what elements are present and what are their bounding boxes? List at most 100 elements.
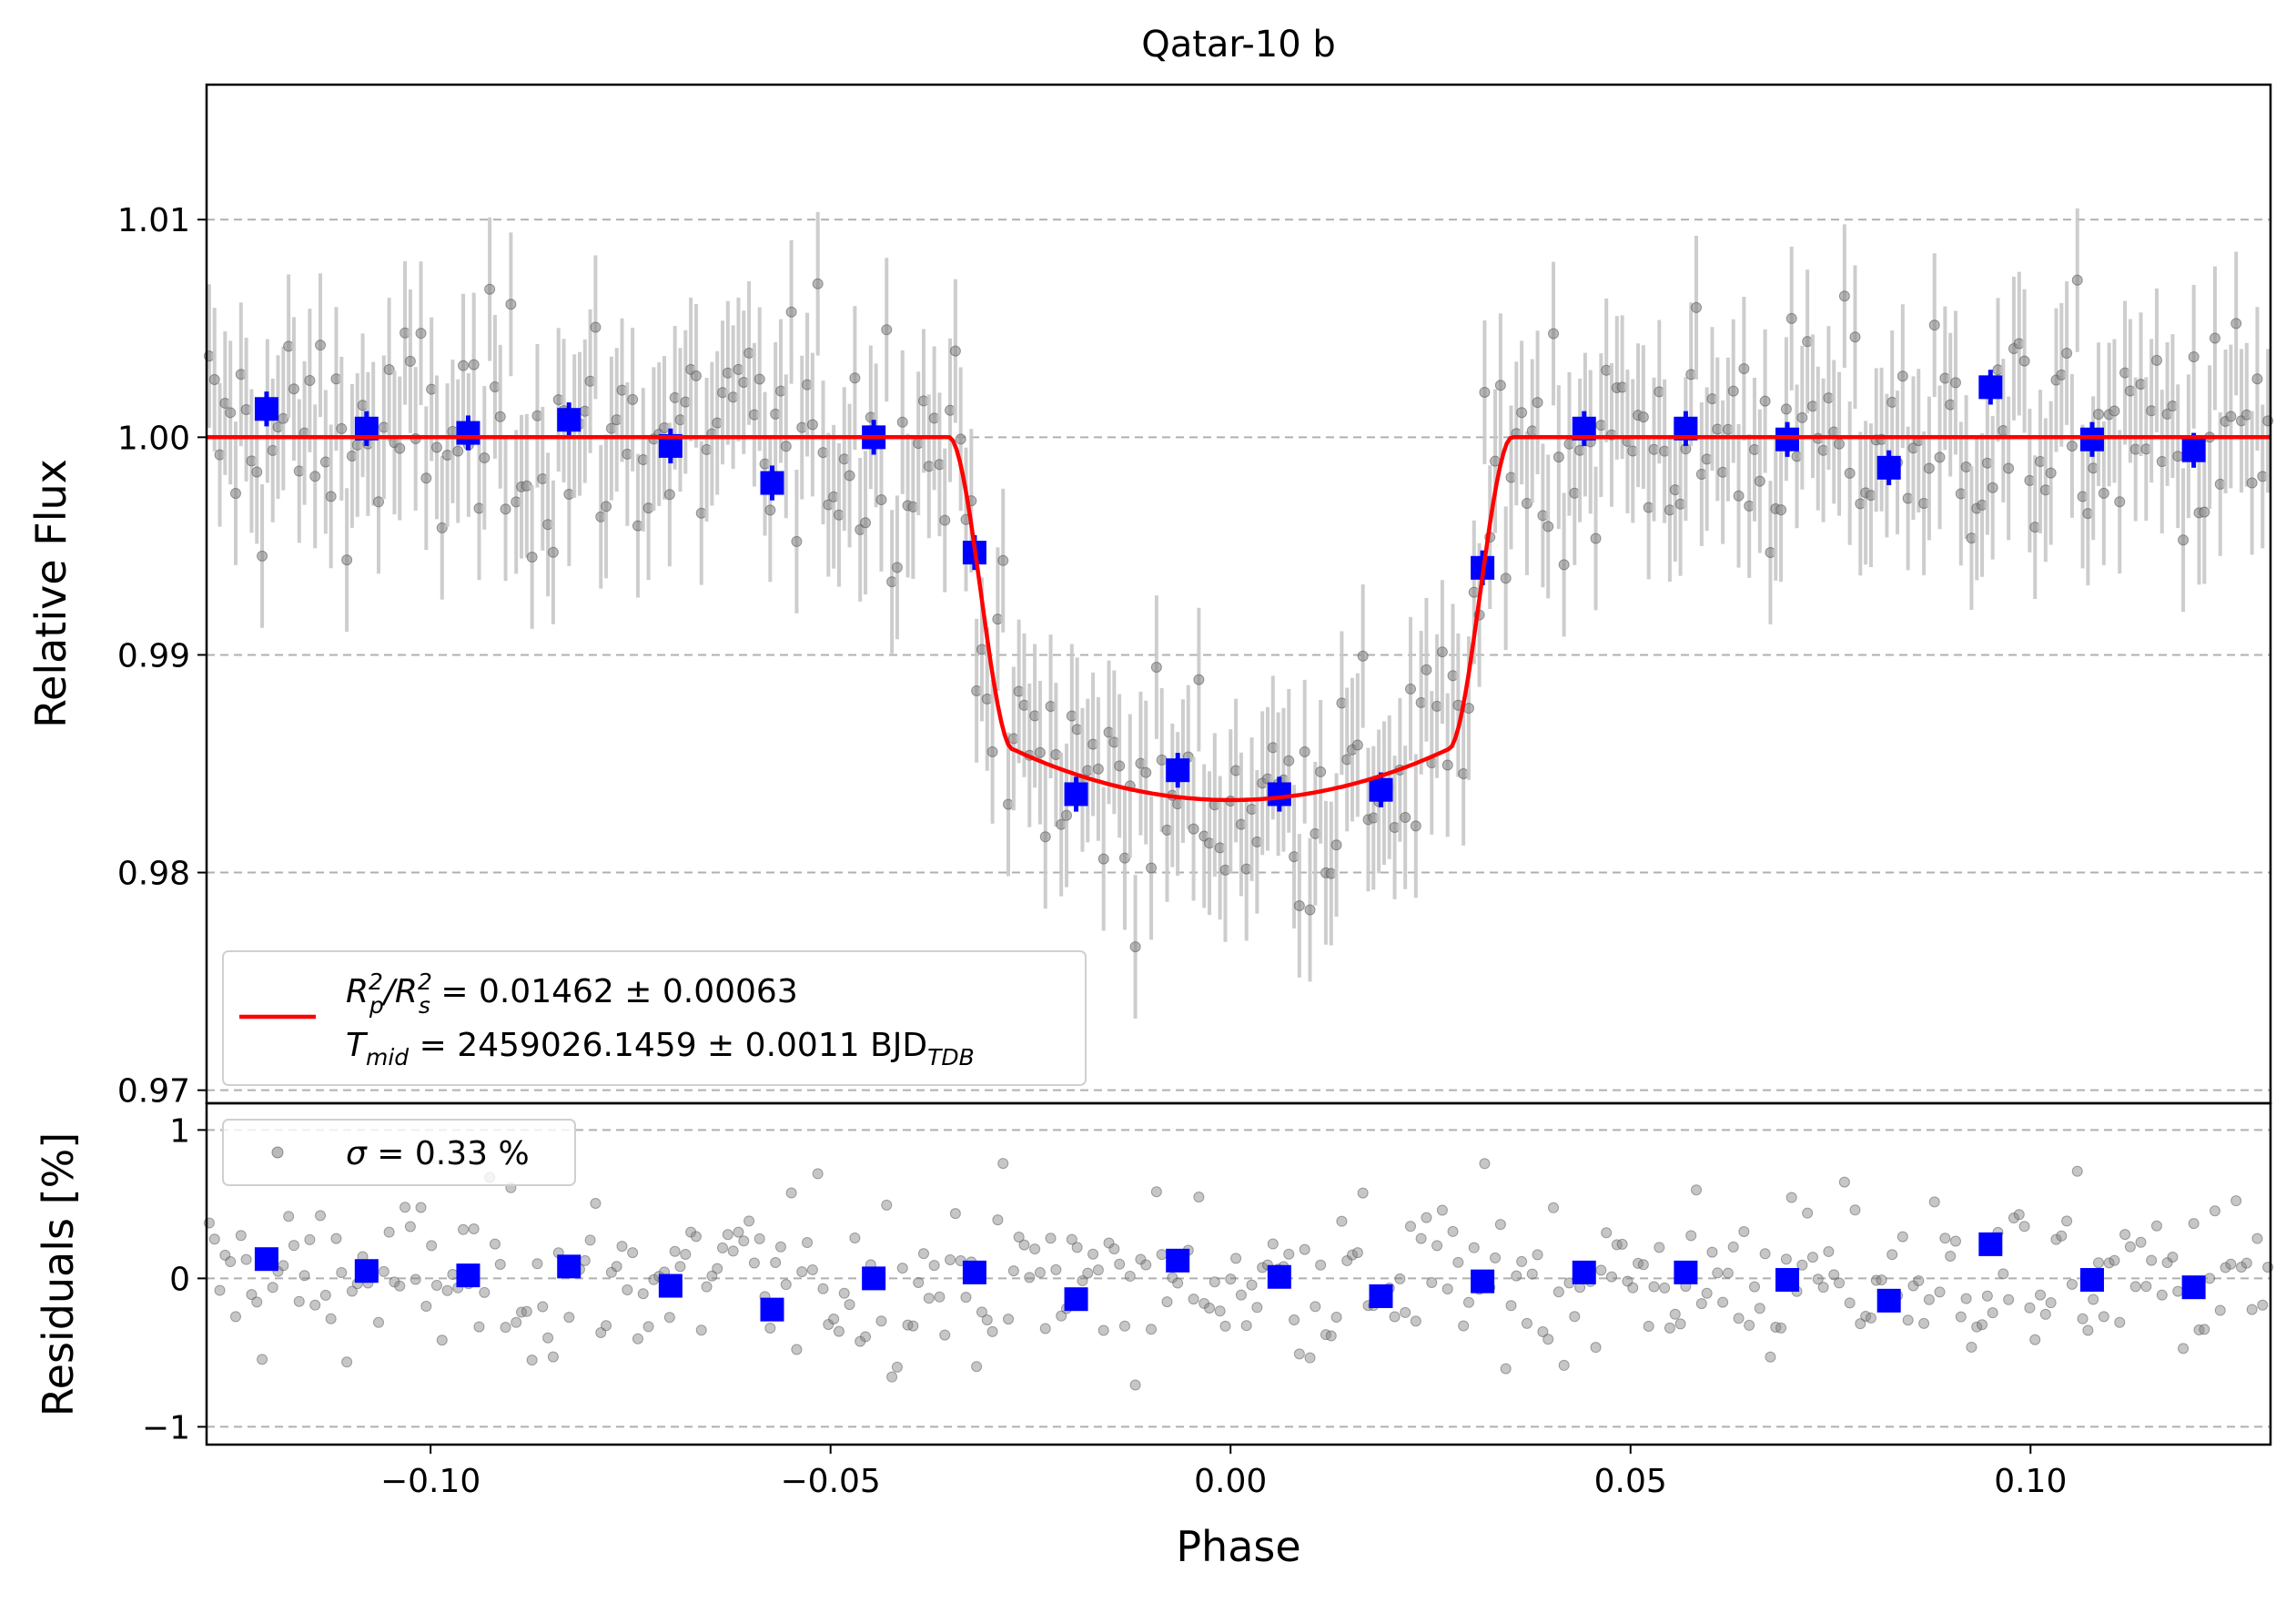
residuals-raw-point	[1330, 1312, 1342, 1324]
residuals-raw-point	[1521, 1317, 1532, 1329]
residuals-raw-point	[1669, 1308, 1681, 1320]
phase-x-ticks: −0.10 −0.05 0.00 0.05 0.10	[380, 1445, 2067, 1500]
residuals-raw-point	[468, 1223, 480, 1235]
flux-raw-point	[1733, 490, 1745, 502]
residuals-raw-point	[992, 1214, 1004, 1226]
residuals-raw-point	[986, 1325, 998, 1337]
residuals-raw-point	[743, 1215, 755, 1227]
residuals-raw-point	[1796, 1259, 1808, 1271]
residuals-raw-point	[1605, 1271, 1617, 1283]
residuals-raw-point	[473, 1321, 485, 1333]
residuals-raw-point	[2199, 1324, 2210, 1335]
flux-raw-point	[1061, 809, 1072, 821]
flux-raw-point	[1092, 763, 1104, 775]
flux-raw-point	[1590, 533, 1602, 544]
residuals-raw-point	[2214, 1304, 2226, 1316]
residuals-raw-point	[642, 1321, 654, 1333]
residuals-raw-point	[1918, 1317, 1930, 1329]
residuals-binned-point	[1471, 1269, 1495, 1294]
flux-raw-point	[785, 306, 797, 318]
residuals-binned-point	[254, 1247, 278, 1272]
flux-raw-point	[1775, 504, 1787, 516]
flux-binned-point	[1064, 782, 1088, 807]
residuals-raw-point	[663, 1312, 675, 1324]
flux-raw-point	[891, 562, 903, 573]
residuals-raw-point	[1855, 1318, 1866, 1330]
residuals-raw-point	[928, 1260, 940, 1272]
residuals-raw-point	[267, 1282, 278, 1294]
residuals-raw-point	[383, 1226, 395, 1238]
residuals-raw-point	[1558, 1359, 1570, 1371]
residuals-raw-point	[584, 1234, 596, 1246]
residuals-raw-point	[1421, 1212, 1432, 1223]
residuals-raw-point	[229, 1311, 241, 1323]
residuals-raw-point	[1738, 1225, 1750, 1237]
residuals-raw-point	[669, 1245, 681, 1257]
flux-raw-point	[1441, 759, 1453, 771]
residuals-raw-point	[1458, 1320, 1470, 1332]
residuals-raw-point	[1045, 1233, 1057, 1244]
residuals-raw-point	[1087, 1248, 1099, 1260]
flux-y-tick-label: 0.99	[117, 637, 190, 675]
residuals-binned-point	[1674, 1260, 1698, 1284]
residuals-raw-point	[1077, 1274, 1088, 1286]
residuals-raw-point	[690, 1231, 702, 1243]
residuals-raw-point	[1505, 1300, 1517, 1312]
residuals-raw-point	[806, 1263, 818, 1275]
residuals-raw-point	[2029, 1334, 2041, 1345]
residuals-raw-point	[1569, 1311, 1581, 1323]
residuals-raw-point	[1896, 1231, 1908, 1243]
residuals-binned-point	[962, 1260, 986, 1284]
residuals-raw-point	[722, 1229, 733, 1241]
flux-raw-point	[500, 503, 511, 515]
flux-raw-point	[394, 442, 406, 454]
flux-raw-point	[860, 517, 872, 529]
residuals-raw-point	[394, 1280, 406, 1292]
residuals-raw-point	[341, 1356, 353, 1368]
flux-raw-point	[2230, 318, 2242, 330]
flux-binned-point	[1775, 427, 1800, 451]
residuals-raw-point	[1812, 1273, 1824, 1285]
flux-raw-point	[791, 535, 803, 547]
flux-raw-point	[288, 383, 299, 395]
residuals-raw-point	[785, 1187, 797, 1199]
residuals-y-tick-label: 1	[169, 1112, 190, 1150]
residuals-raw-point	[489, 1238, 501, 1250]
residuals-raw-point	[1150, 1186, 1162, 1198]
flux-raw-point	[229, 487, 241, 499]
legend-mid-transit: Tmid = 2459026.1459 ± 0.0011 BJDTDB	[346, 1027, 975, 1070]
residuals-raw-point	[1283, 1248, 1295, 1260]
flux-raw-point	[1548, 328, 1560, 340]
flux-raw-point	[1405, 683, 1416, 695]
residuals-raw-point	[2146, 1254, 2158, 1266]
residuals-raw-point	[1526, 1268, 1538, 1280]
residuals-raw-point	[1494, 1219, 1506, 1231]
residuals-raw-point	[1310, 1301, 1321, 1313]
residuals-legend: σ = 0.33 %	[222, 1119, 576, 1186]
residuals-raw-point	[1029, 1243, 1041, 1255]
flux-raw-point	[336, 422, 348, 434]
residuals-raw-point	[1934, 1286, 1946, 1298]
residuals-raw-point	[1246, 1279, 1258, 1291]
residuals-raw-point	[1727, 1241, 1739, 1253]
residuals-y-axis-title: Residuals [%]	[34, 1132, 83, 1416]
residuals-raw-point	[796, 1266, 808, 1278]
residuals-raw-point	[616, 1241, 628, 1253]
residuals-raw-point	[1351, 1247, 1363, 1259]
flux-raw-point	[2209, 332, 2220, 344]
residuals-raw-point	[1056, 1310, 1067, 1322]
residuals-raw-point	[278, 1260, 289, 1272]
residuals-raw-point	[304, 1233, 316, 1245]
residuals-raw-point	[1500, 1363, 1512, 1375]
flux-raw-point	[415, 328, 427, 340]
residuals-raw-point	[2135, 1236, 2147, 1248]
flux-y-tick-label: 1.01	[117, 202, 190, 239]
residuals-raw-point	[521, 1305, 532, 1317]
residuals-binned-point	[456, 1263, 480, 1288]
residuals-legend-box	[222, 1119, 576, 1186]
residuals-raw-point	[1193, 1191, 1205, 1202]
residuals-raw-point	[2082, 1324, 2094, 1336]
residuals-raw-point	[2077, 1313, 2089, 1324]
residuals-raw-point	[1701, 1287, 1713, 1299]
residuals-binned-point	[1978, 1232, 2003, 1256]
